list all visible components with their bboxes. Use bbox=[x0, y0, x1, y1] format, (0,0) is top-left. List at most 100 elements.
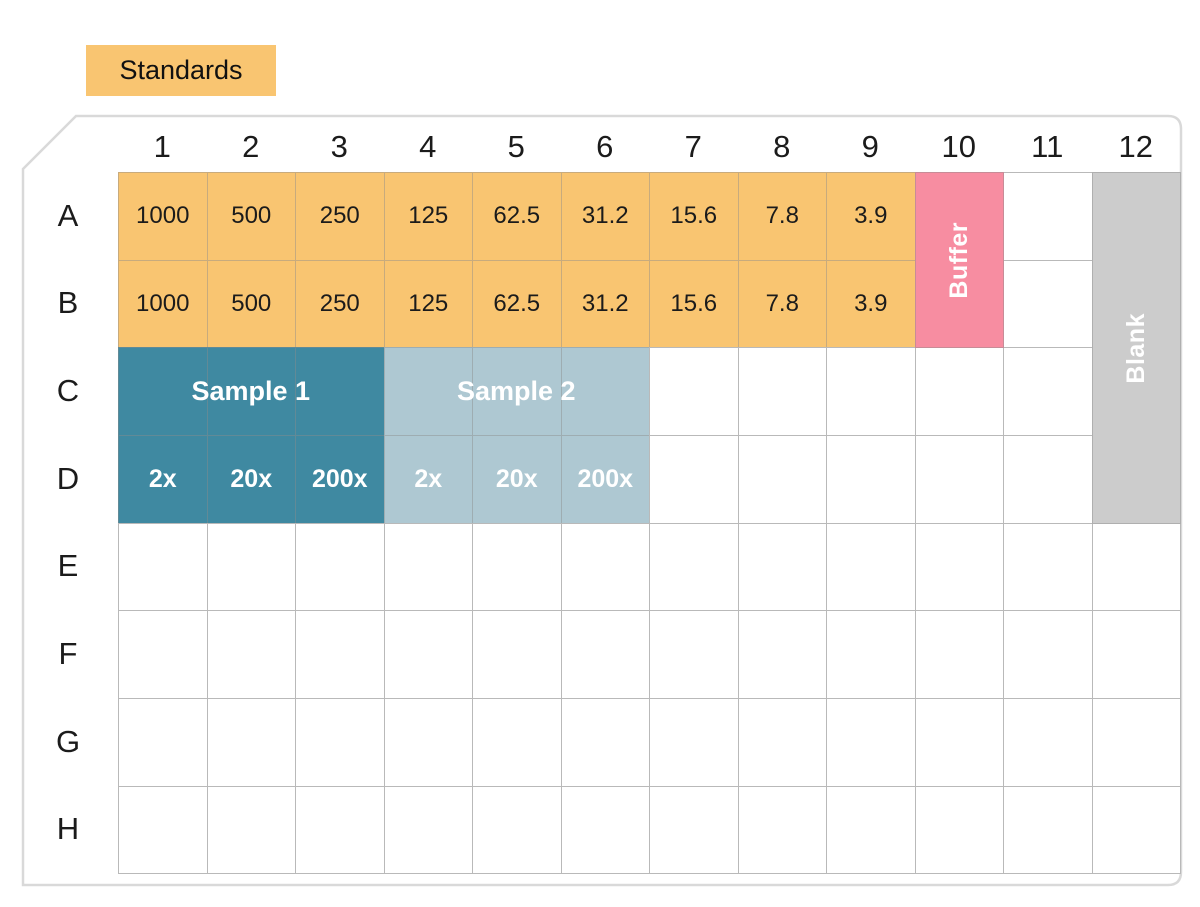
well-B8: 7.8 bbox=[737, 259, 827, 349]
standard-value: 125 bbox=[408, 202, 449, 230]
row-header-A: A bbox=[57, 197, 79, 233]
well-C10 bbox=[914, 347, 1004, 436]
well-G9 bbox=[826, 697, 916, 787]
well-H11 bbox=[1003, 785, 1093, 875]
well-F5 bbox=[472, 610, 562, 699]
dilution-label: 200x bbox=[577, 464, 634, 493]
well-E11 bbox=[1003, 522, 1093, 612]
well-C4 bbox=[383, 347, 473, 436]
column-header-8: 8 bbox=[773, 129, 791, 164]
well-C5 bbox=[472, 347, 562, 436]
well-H1 bbox=[118, 785, 208, 875]
standard-value: 31.2 bbox=[581, 289, 629, 317]
well-D7 bbox=[649, 434, 739, 524]
well-F6 bbox=[560, 610, 650, 699]
standards-legend-label: Standards bbox=[119, 55, 243, 85]
well-F4 bbox=[383, 610, 473, 699]
column-header-4: 4 bbox=[419, 129, 437, 164]
well-D9 bbox=[826, 434, 916, 524]
standards-legend: Standards bbox=[86, 45, 276, 96]
standard-value: 31.2 bbox=[581, 202, 629, 230]
well-D4: 2x bbox=[383, 434, 473, 524]
well-B2: 500 bbox=[206, 259, 296, 349]
standard-value: 125 bbox=[408, 289, 449, 317]
well-D1: 2x bbox=[118, 434, 208, 524]
well-G6 bbox=[560, 697, 650, 787]
column-header-7: 7 bbox=[684, 129, 702, 164]
well-D10 bbox=[914, 434, 1004, 524]
dilution-label: 2x bbox=[148, 464, 177, 493]
well-A9: 3.9 bbox=[826, 172, 916, 261]
well-A4: 125 bbox=[383, 172, 473, 261]
well-G2 bbox=[206, 697, 296, 787]
dilution-label: 200x bbox=[311, 464, 368, 493]
well-H3 bbox=[295, 785, 385, 875]
dilution-label: 20x bbox=[230, 464, 273, 493]
standard-value: 500 bbox=[231, 202, 272, 230]
row-header-H: H bbox=[56, 811, 80, 847]
well-H7 bbox=[649, 785, 739, 875]
well-H8 bbox=[737, 785, 827, 875]
well-E4 bbox=[383, 522, 473, 612]
column-header-5: 5 bbox=[507, 129, 525, 164]
well-B3: 250 bbox=[295, 259, 385, 349]
well-B4: 125 bbox=[383, 259, 473, 349]
well-F2 bbox=[206, 610, 296, 699]
well-H10 bbox=[914, 785, 1004, 875]
well-B7: 15.6 bbox=[649, 259, 739, 349]
well-E3 bbox=[295, 522, 385, 612]
dilution-label: 2x bbox=[414, 464, 443, 493]
column-header-1: 1 bbox=[153, 129, 171, 164]
row-header-C: C bbox=[56, 373, 80, 409]
well-C1 bbox=[118, 347, 208, 436]
well-B1: 1000 bbox=[118, 259, 208, 349]
well-A3: 250 bbox=[295, 172, 385, 261]
standard-value: 62.5 bbox=[493, 289, 541, 317]
well-G7 bbox=[649, 697, 739, 787]
standard-value: 62.5 bbox=[493, 202, 541, 230]
well-E6 bbox=[560, 522, 650, 612]
well-G10 bbox=[914, 697, 1004, 787]
row-header-E: E bbox=[57, 548, 79, 584]
well-E10 bbox=[914, 522, 1004, 612]
buffer-block-label: Buffer bbox=[944, 221, 973, 299]
standard-value: 1000 bbox=[136, 289, 190, 317]
well-E1 bbox=[118, 522, 208, 612]
well-G5 bbox=[472, 697, 562, 787]
well-G12 bbox=[1091, 697, 1181, 787]
well-A2: 500 bbox=[206, 172, 296, 261]
well-C3 bbox=[295, 347, 385, 436]
well-B11 bbox=[1003, 259, 1093, 349]
well-D8 bbox=[737, 434, 827, 524]
well-F3 bbox=[295, 610, 385, 699]
dilution-label: 20x bbox=[495, 464, 538, 493]
standard-value: 250 bbox=[319, 289, 360, 317]
well-C7 bbox=[649, 347, 739, 436]
well-D2: 20x bbox=[206, 434, 296, 524]
well-G4 bbox=[383, 697, 473, 787]
column-header-3: 3 bbox=[330, 129, 348, 164]
well-G3 bbox=[295, 697, 385, 787]
well-D5: 20x bbox=[472, 434, 562, 524]
column-header-12: 12 bbox=[1118, 129, 1153, 164]
well-A5: 62.5 bbox=[472, 172, 562, 261]
standard-value: 15.6 bbox=[670, 202, 718, 230]
well-B9: 3.9 bbox=[826, 259, 916, 349]
well-H6 bbox=[560, 785, 650, 875]
well-F9 bbox=[826, 610, 916, 699]
well-E5 bbox=[472, 522, 562, 612]
well-C8 bbox=[737, 347, 827, 436]
standard-value: 7.8 bbox=[765, 202, 799, 230]
well-H2 bbox=[206, 785, 296, 875]
well-A1: 1000 bbox=[118, 172, 208, 261]
well-E9 bbox=[826, 522, 916, 612]
well-C2 bbox=[206, 347, 296, 436]
well-H5 bbox=[472, 785, 562, 875]
standard-value: 3.9 bbox=[854, 202, 888, 230]
well-E12 bbox=[1091, 522, 1181, 612]
well-A8: 7.8 bbox=[737, 172, 827, 261]
column-header-6: 6 bbox=[596, 129, 614, 164]
buffer-block: Buffer bbox=[914, 172, 1004, 349]
well-H4 bbox=[383, 785, 473, 875]
